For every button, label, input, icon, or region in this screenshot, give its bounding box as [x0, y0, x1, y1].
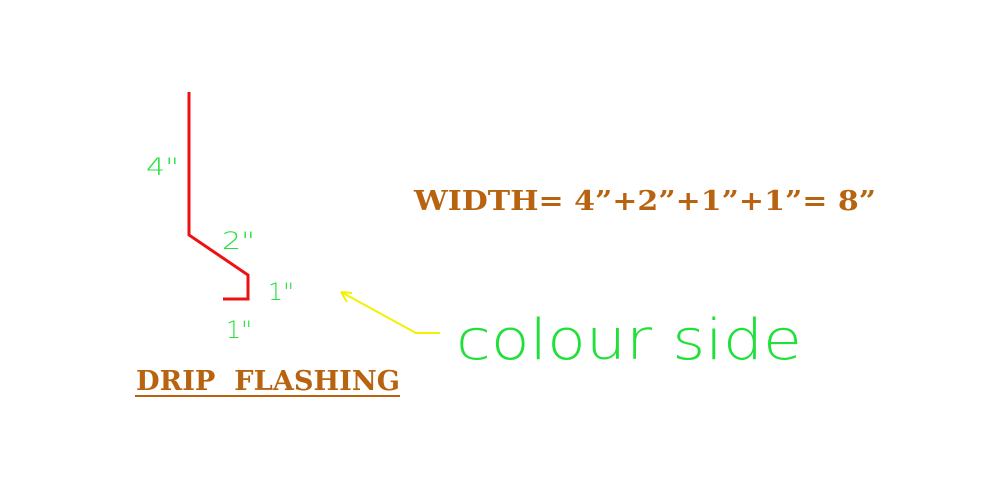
flashing-profile-line: [187, 92, 250, 301]
dimension-label-1in-lower: 1": [226, 316, 252, 344]
dimension-label-1in-upper: 1": [268, 278, 294, 306]
dimension-label-2in: 2": [222, 227, 255, 255]
drawing-title: DRIP FLASHING: [136, 366, 400, 397]
dimension-label-4in: 4": [146, 153, 179, 181]
colour-side-label: colour side: [456, 308, 802, 373]
colour-side-arrow: [340, 291, 440, 334]
width-formula-text: WIDTH= 4”+2”+1”+1”= 8”: [413, 186, 876, 217]
